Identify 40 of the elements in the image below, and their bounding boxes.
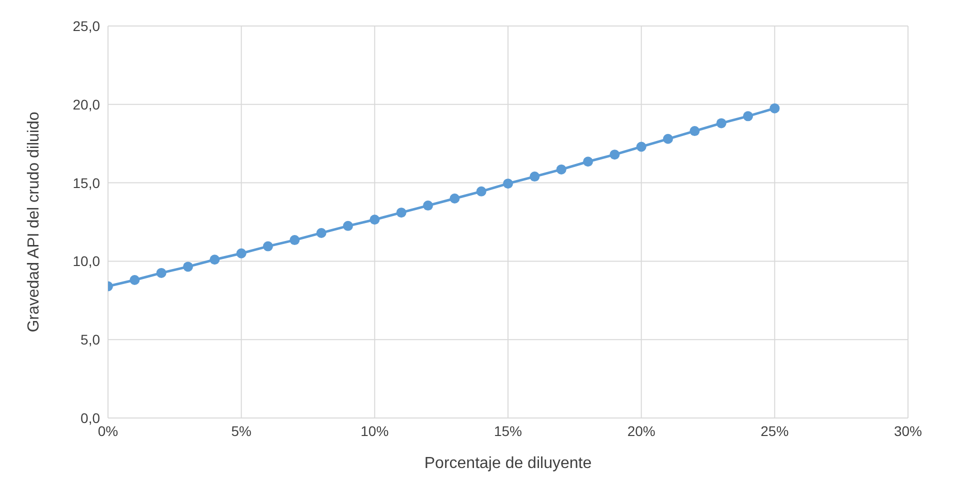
- point: [663, 134, 673, 144]
- point: [183, 262, 193, 272]
- point: [130, 275, 140, 286]
- point: [396, 208, 406, 218]
- point: [583, 156, 593, 167]
- point: [636, 142, 646, 152]
- point: [476, 186, 486, 196]
- x-tick-label: 10%: [360, 422, 389, 439]
- point: [450, 193, 460, 204]
- point: [423, 200, 433, 211]
- x-tick-label: 20%: [627, 422, 656, 439]
- x-tick-label: 25%: [760, 422, 789, 439]
- point: [263, 241, 273, 252]
- y-tick-label: 20,0: [72, 96, 100, 112]
- y-tick-label: 10,0: [72, 253, 100, 270]
- x-tick-label: 15%: [494, 422, 522, 439]
- point: [530, 172, 540, 182]
- point: [210, 254, 220, 265]
- point: [316, 228, 326, 238]
- point: [743, 111, 753, 122]
- point: [236, 248, 246, 258]
- y-tick-label: 5,0: [80, 332, 100, 348]
- x-axis-title: Porcentaje de diluyente: [424, 455, 592, 472]
- point: [156, 268, 166, 278]
- point: [290, 235, 300, 246]
- x-tick-label: 0%: [98, 422, 118, 439]
- y-axis-title: Gravedad API del crudo diluido: [26, 112, 43, 332]
- y-tick-label: 0,0: [80, 410, 100, 426]
- y-tick-label: 25,0: [72, 18, 100, 34]
- point: [343, 220, 353, 231]
- x-tick-label: 30%: [894, 422, 922, 439]
- point: [503, 178, 513, 189]
- point: [690, 126, 700, 136]
- point: [716, 118, 726, 128]
- point: [770, 103, 780, 114]
- x-tick-label: 5%: [231, 422, 252, 439]
- point: [610, 150, 620, 160]
- point: [556, 164, 566, 174]
- point: [370, 214, 380, 225]
- y-tick-label: 15,0: [72, 174, 100, 191]
